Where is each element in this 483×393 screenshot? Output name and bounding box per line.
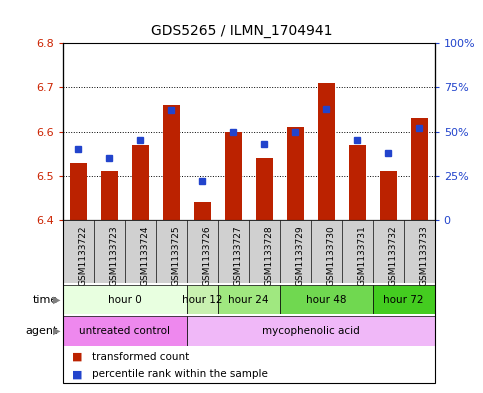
Bar: [318, 83, 335, 220]
Text: mycophenolic acid: mycophenolic acid: [262, 326, 360, 336]
Text: GSM1133725: GSM1133725: [171, 225, 180, 286]
Bar: [132, 145, 149, 220]
Bar: [256, 158, 273, 220]
Text: GSM1133728: GSM1133728: [264, 225, 273, 286]
Text: GSM1133722: GSM1133722: [78, 225, 87, 286]
Bar: [187, 316, 435, 346]
Text: transformed count: transformed count: [92, 352, 189, 362]
Bar: [349, 145, 366, 220]
Bar: [163, 105, 180, 220]
Bar: [101, 171, 118, 220]
Text: GSM1133723: GSM1133723: [109, 225, 118, 286]
Text: hour 72: hour 72: [384, 295, 424, 305]
Bar: [411, 118, 428, 220]
Bar: [287, 127, 304, 220]
Text: GSM1133724: GSM1133724: [140, 225, 149, 286]
Bar: [125, 220, 156, 283]
Bar: [280, 285, 373, 314]
Bar: [311, 220, 342, 283]
Bar: [63, 316, 187, 346]
Bar: [342, 220, 373, 283]
Bar: [187, 285, 218, 314]
Text: untreated control: untreated control: [79, 326, 170, 336]
Text: percentile rank within the sample: percentile rank within the sample: [92, 369, 268, 379]
Text: hour 24: hour 24: [228, 295, 269, 305]
Bar: [156, 220, 187, 283]
Text: ▶: ▶: [53, 326, 60, 336]
Text: hour 12: hour 12: [182, 295, 223, 305]
Bar: [373, 285, 435, 314]
Bar: [70, 163, 87, 220]
Bar: [187, 220, 218, 283]
Bar: [63, 220, 94, 283]
Text: GSM1133729: GSM1133729: [295, 225, 304, 286]
Bar: [218, 285, 280, 314]
Text: GDS5265 / ILMN_1704941: GDS5265 / ILMN_1704941: [151, 24, 332, 38]
Text: GSM1133727: GSM1133727: [233, 225, 242, 286]
Text: GSM1133731: GSM1133731: [357, 225, 366, 286]
Bar: [249, 220, 280, 283]
Bar: [218, 220, 249, 283]
Text: hour 48: hour 48: [306, 295, 346, 305]
Bar: [373, 220, 404, 283]
Bar: [63, 285, 187, 314]
Bar: [194, 202, 211, 220]
Text: GSM1133726: GSM1133726: [202, 225, 211, 286]
Text: ■: ■: [72, 352, 83, 362]
Bar: [380, 171, 397, 220]
Bar: [280, 220, 311, 283]
Text: GSM1133733: GSM1133733: [419, 225, 428, 286]
Text: hour 0: hour 0: [108, 295, 142, 305]
Text: time: time: [33, 295, 58, 305]
Bar: [404, 220, 435, 283]
Text: ▶: ▶: [53, 295, 60, 305]
Text: GSM1133730: GSM1133730: [326, 225, 335, 286]
Bar: [225, 132, 242, 220]
Text: ■: ■: [72, 369, 83, 379]
Text: agent: agent: [26, 326, 58, 336]
Bar: [94, 220, 125, 283]
Text: GSM1133732: GSM1133732: [388, 225, 397, 286]
